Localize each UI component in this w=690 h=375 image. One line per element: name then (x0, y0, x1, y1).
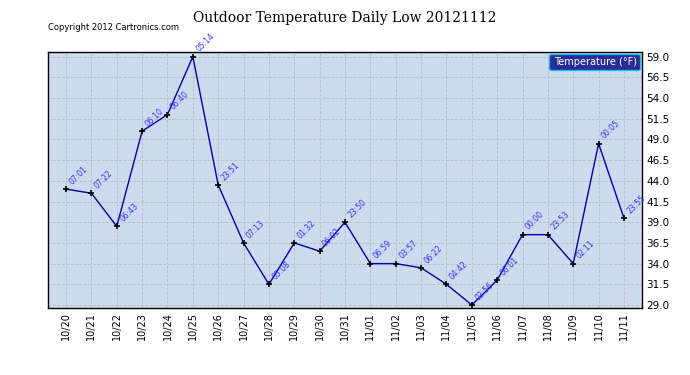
Text: Copyright 2012 Cartronics.com: Copyright 2012 Cartronics.com (48, 23, 179, 32)
Text: 23:55: 23:55 (625, 194, 647, 215)
Text: 06:01: 06:01 (499, 256, 520, 278)
Text: 01:32: 01:32 (296, 218, 317, 240)
Text: 06:43: 06:43 (118, 202, 140, 223)
Text: 23:51: 23:51 (219, 160, 242, 182)
Text: 06:22: 06:22 (422, 243, 444, 265)
Text: 03:57: 03:57 (397, 239, 419, 261)
Text: 07:01: 07:01 (68, 165, 89, 186)
Text: 06:40: 06:40 (169, 90, 191, 112)
Text: 06:02: 06:02 (321, 226, 343, 248)
Text: 05:14: 05:14 (195, 32, 216, 54)
Text: 05:08: 05:08 (270, 260, 292, 282)
Text: 02:11: 02:11 (575, 239, 596, 261)
Text: 00:00: 00:00 (524, 210, 546, 232)
Text: 23:50: 23:50 (346, 198, 368, 219)
Text: 02:56: 02:56 (473, 280, 495, 302)
Legend: Temperature (°F): Temperature (°F) (549, 54, 640, 70)
Text: 04:42: 04:42 (448, 260, 470, 282)
Text: 23:53: 23:53 (549, 210, 571, 232)
Text: Outdoor Temperature Daily Low 20121112: Outdoor Temperature Daily Low 20121112 (193, 11, 497, 25)
Text: 00:05: 00:05 (600, 119, 622, 141)
Text: 07:22: 07:22 (92, 169, 115, 190)
Text: 07:13: 07:13 (245, 218, 267, 240)
Text: 06:59: 06:59 (372, 239, 394, 261)
Text: 06:10: 06:10 (144, 106, 166, 128)
